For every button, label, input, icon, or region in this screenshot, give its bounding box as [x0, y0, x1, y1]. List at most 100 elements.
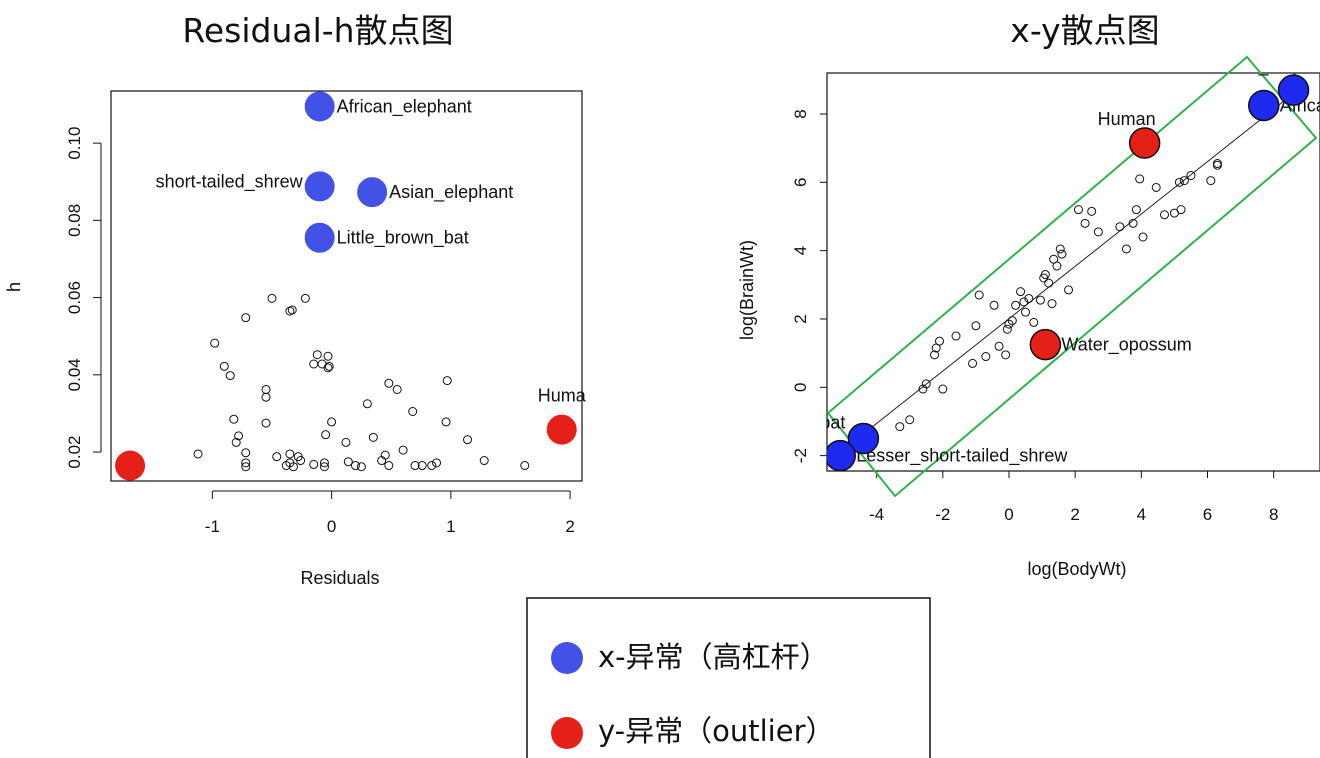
right-y-tick-label: 0	[791, 383, 810, 392]
right-data-point	[1080, 218, 1090, 228]
right-data-point	[895, 422, 905, 432]
left-highlight-point	[304, 91, 335, 122]
right-x-tick-label: 8	[1269, 505, 1278, 524]
left-point-label: African_elephant	[337, 96, 472, 117]
right-y-tick-label: 8	[791, 109, 810, 118]
right-data-point	[930, 350, 940, 360]
left-data-point	[380, 450, 390, 460]
left-data-point	[417, 461, 427, 471]
left-data-point	[219, 361, 229, 371]
right-data-point	[1212, 159, 1222, 169]
left-chart-title: Residual-h散点图	[182, 11, 453, 50]
legend-label-x-outlier: x-异常（高杠杆）	[598, 640, 829, 674]
right-point-label: Asian_elephant	[1213, 56, 1320, 77]
right-x-axis: -4 -2 0 2 4 6 8	[869, 471, 1278, 524]
right-data-point	[921, 379, 931, 389]
right-data-point	[1011, 300, 1021, 310]
left-data-point	[410, 461, 420, 471]
right-data-point	[918, 384, 928, 394]
left-data-point	[309, 459, 319, 469]
right-data-point	[1035, 295, 1045, 305]
left-data-point	[261, 392, 271, 402]
right-data-point	[1024, 293, 1034, 303]
right-data-point	[1093, 227, 1103, 237]
right-data-point	[1135, 174, 1145, 184]
right-y-axis: -2 0 2 4 6 8	[791, 109, 827, 463]
right-data-point	[1115, 222, 1125, 232]
left-point-label: Asian_elephant	[389, 182, 513, 203]
left-data-point	[241, 462, 251, 472]
right-highlight-point	[1248, 89, 1280, 122]
right-highlight-point	[1277, 74, 1310, 106]
left-point-label: Huma	[538, 386, 587, 406]
left-data-point	[384, 378, 394, 388]
left-y-tick-label: 0.02	[65, 435, 84, 468]
left-data-point	[398, 445, 408, 455]
left-data-point	[432, 458, 442, 468]
right-data-point	[1016, 287, 1026, 297]
legend-label-y-outlier: y-异常（outlier）	[598, 714, 835, 748]
right-x-axis-label: log(BodyWt)	[1027, 559, 1126, 579]
left-data-point	[261, 384, 271, 394]
right-data-point	[1055, 244, 1065, 254]
right-data-point	[1138, 232, 1148, 242]
right-data-point	[1004, 319, 1014, 329]
left-data-point	[350, 461, 360, 471]
left-highlight-point	[304, 222, 335, 253]
right-x-tick-label: 0	[1004, 505, 1013, 524]
left-data-point	[479, 456, 489, 466]
right-y-tick-label: 4	[791, 246, 810, 255]
left-data-point	[210, 338, 220, 348]
left-highlight-point	[546, 414, 577, 445]
left-data-point	[384, 461, 394, 471]
left-data-point	[341, 437, 351, 447]
right-data-point	[905, 415, 915, 425]
right-data-point	[1212, 160, 1222, 170]
right-data-point	[1206, 176, 1216, 186]
right-data-point	[1001, 350, 1011, 360]
left-data-point	[300, 293, 310, 303]
left-data-point	[312, 350, 322, 360]
right-data-point	[968, 358, 978, 368]
right-data-point	[1029, 317, 1039, 327]
right-highlight-point	[827, 439, 856, 471]
right-y-tick-label: -2	[791, 448, 810, 463]
left-y-axis: 0.02 0.04 0.06 0.08 0.10	[65, 127, 102, 469]
right-data-point	[1159, 210, 1169, 220]
legend-red-dot	[551, 717, 583, 749]
right-y-tick-label: 2	[791, 314, 810, 323]
right-point-label: Human	[1098, 109, 1156, 129]
legend: x-异常（高杠杆） y-异常（outlier）	[526, 597, 931, 758]
left-data-point	[231, 437, 241, 447]
right-data-point	[1176, 205, 1186, 215]
left-data-point	[234, 431, 244, 441]
left-data-point	[362, 399, 372, 409]
legend-blue-dot	[551, 642, 583, 674]
left-data-point	[323, 351, 333, 361]
right-data-point	[1064, 285, 1074, 295]
right-highlight-point	[847, 422, 880, 455]
right-data-point	[1087, 206, 1097, 216]
left-data-point	[343, 457, 353, 467]
right-data-point	[938, 384, 948, 394]
left-x-tick-label: 1	[446, 517, 455, 536]
left-y-tick-label: 0.04	[65, 358, 84, 391]
left-y-tick-label: 0.08	[65, 204, 84, 237]
left-data-point	[327, 417, 337, 427]
left-x-axis: -1 0 1 2	[205, 490, 575, 536]
right-data-point	[1021, 307, 1031, 317]
right-highlight-point	[1128, 127, 1161, 159]
right-data-point	[1128, 218, 1138, 228]
left-data-point	[241, 448, 251, 458]
right-data-point	[971, 321, 981, 331]
right-x-tick-label: -4	[869, 505, 884, 524]
left-data-point	[288, 462, 298, 472]
right-data-point	[1044, 278, 1054, 288]
right-highlight-point	[1029, 328, 1062, 361]
left-x-axis-label: Residuals	[300, 568, 379, 588]
left-point-label: short-tailed_shrew	[156, 171, 304, 192]
left-data-point	[408, 406, 418, 416]
right-data-point	[1047, 299, 1057, 309]
right-highlight-points: Asian_elephantAfrican_elephantHumanWater…	[827, 56, 1320, 471]
right-point-label: Water_opossum	[1061, 335, 1191, 356]
